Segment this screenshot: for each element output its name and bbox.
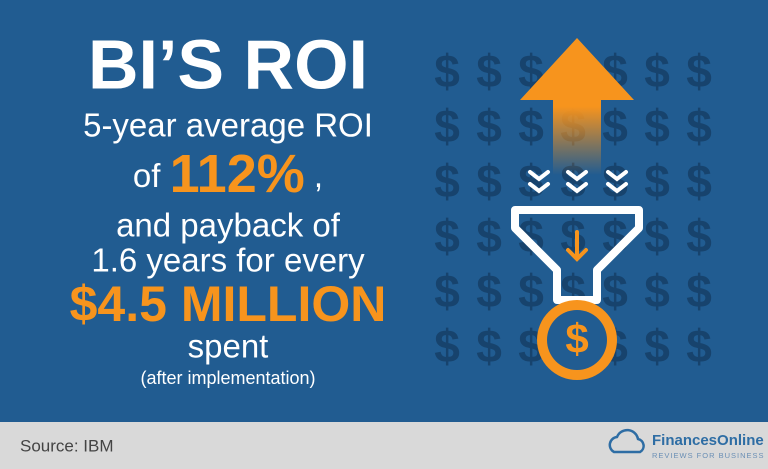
payback-line: and payback of	[116, 207, 341, 244]
dollar-glyph: $	[434, 155, 460, 207]
amount: $4.5 MILLION	[70, 276, 387, 332]
coin-symbol: $	[565, 315, 588, 362]
dollar-glyph: $	[476, 265, 502, 317]
dollar-glyph: $	[476, 320, 502, 372]
dollar-glyph: $	[476, 155, 502, 207]
dollar-glyph: $	[644, 320, 670, 372]
dollar-glyph: $	[686, 210, 712, 262]
dollar-glyph: $	[686, 100, 712, 152]
footer	[0, 422, 768, 469]
dollar-glyph: $	[434, 45, 460, 97]
dollar-glyph: $	[518, 100, 544, 152]
dollar-glyph: $	[602, 100, 628, 152]
dollar-glyph: $	[686, 45, 712, 97]
funnel	[511, 206, 643, 304]
dollar-glyph: $	[434, 320, 460, 372]
dollar-glyph: $	[644, 100, 670, 152]
chevrons	[528, 170, 628, 194]
dollar-glyph: $	[434, 210, 460, 262]
dollar-glyph: $	[686, 320, 712, 372]
up-arrow	[520, 38, 634, 175]
dollar-glyph: $	[518, 265, 544, 317]
roi-prefix: of	[133, 157, 161, 194]
dollar-glyph: $	[644, 265, 670, 317]
roi-value: 112%	[170, 144, 305, 204]
dollar-glyph: $	[476, 45, 502, 97]
roi-line: of 112% ,	[133, 144, 323, 204]
subtitle: 5-year average ROI	[83, 107, 373, 144]
roi-suffix: ,	[314, 157, 323, 194]
dollar-glyph: $	[644, 210, 670, 262]
dollar-glyph: $	[476, 210, 502, 262]
dollar-glyph: $	[686, 155, 712, 207]
dollar-glyph: $	[518, 155, 544, 207]
dollar-glyph: $	[476, 100, 502, 152]
funnel-arrow	[566, 230, 588, 262]
dollar-glyph: $	[434, 265, 460, 317]
source: Source: IBM	[20, 436, 114, 455]
logo-cloud	[608, 428, 645, 454]
tagline: REVIEWS FOR BUSINESS	[652, 451, 765, 460]
brand: FinancesOnline	[652, 432, 764, 449]
dollar-glyph: $	[644, 155, 670, 207]
title: BI’S ROI	[88, 25, 368, 103]
years-line: 1.6 years for every	[91, 242, 365, 279]
dollar-glyph: $	[434, 100, 460, 152]
coin-inner	[547, 310, 607, 370]
dollar-glyph: $	[644, 45, 670, 97]
note: (after implementation)	[140, 368, 315, 388]
dollar-glyph: $	[686, 265, 712, 317]
dollar-glyph: $	[602, 155, 628, 207]
spent-line: spent	[188, 328, 269, 365]
dollar-glyph: $	[602, 265, 628, 317]
